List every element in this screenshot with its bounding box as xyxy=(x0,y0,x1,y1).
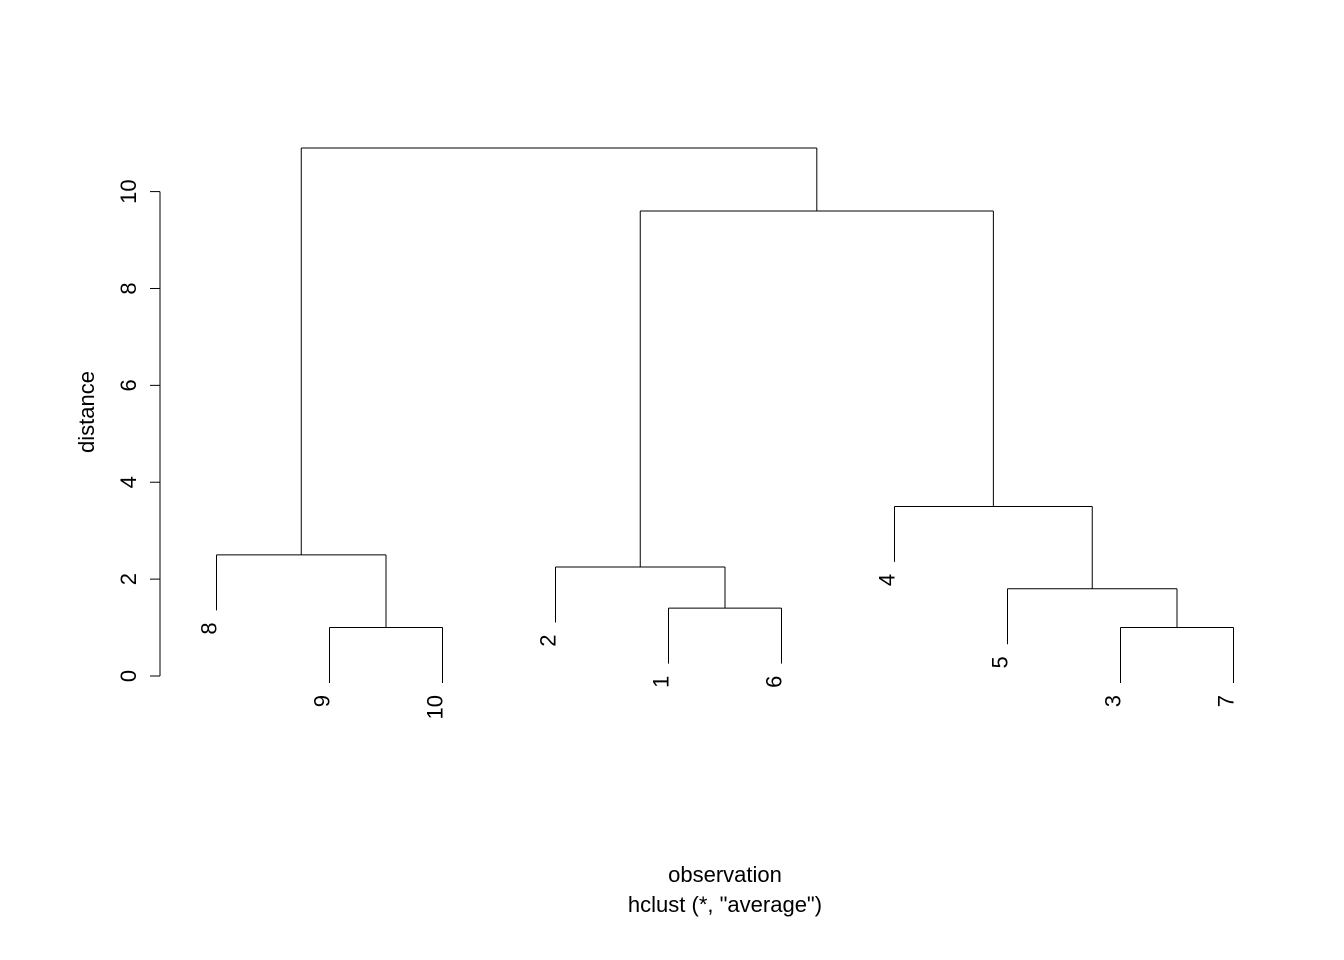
y-tick-label: 4 xyxy=(116,476,141,488)
y-tick-label: 0 xyxy=(116,670,141,682)
dendrogram-plot: 0 2 4 6 8 10 distance 8 9 10 2 1 6 4 5 3 7 observation hcl… xyxy=(0,0,1344,960)
leaf-label: 3 xyxy=(1101,695,1126,707)
leaf-label: 10 xyxy=(423,695,448,719)
leaf-label: 8 xyxy=(197,622,222,634)
x-axis-label: observation xyxy=(668,862,782,887)
y-tick-label: 6 xyxy=(116,379,141,391)
leaf-label: 2 xyxy=(536,634,561,646)
x-axis-sublabel: hclust (*, "average") xyxy=(628,892,822,917)
leaf-label: 4 xyxy=(875,574,900,586)
y-axis-title: distance xyxy=(74,371,99,453)
leaf-label: 7 xyxy=(1214,695,1239,707)
y-tick-label: 8 xyxy=(116,282,141,294)
leaf-label: 1 xyxy=(649,676,674,688)
leaf-label: 5 xyxy=(988,656,1013,668)
y-tick-label: 10 xyxy=(116,179,141,203)
leaf-label: 6 xyxy=(762,676,787,688)
leaf-label: 9 xyxy=(310,695,335,707)
y-tick-label: 2 xyxy=(116,573,141,585)
